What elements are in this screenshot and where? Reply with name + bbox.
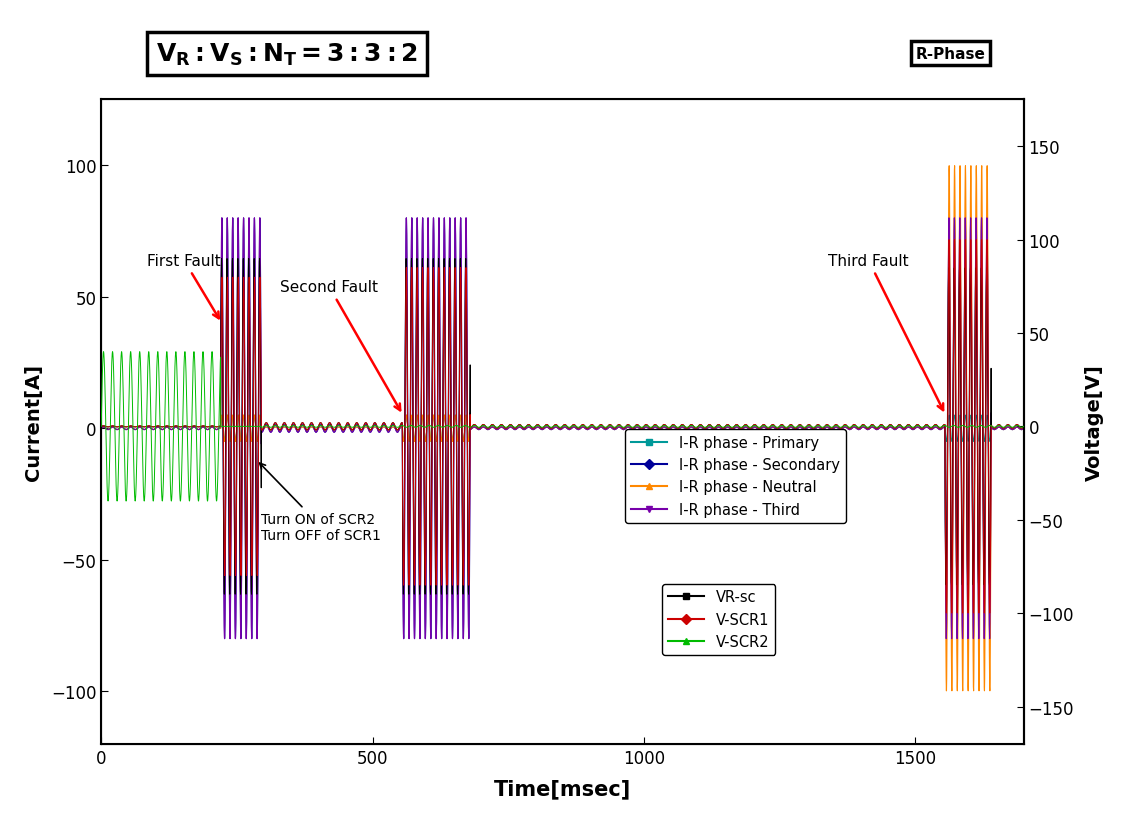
- Text: Third Fault: Third Fault: [828, 254, 943, 410]
- Y-axis label: Voltage[V]: Voltage[V]: [1086, 364, 1105, 481]
- Text: $\mathbf{V_R{:}V_S{:}N_T{=}3{:}3{:}2}$: $\mathbf{V_R{:}V_S{:}N_T{=}3{:}3{:}2}$: [155, 41, 418, 68]
- Text: First Fault: First Fault: [147, 254, 222, 319]
- Legend: VR-sc, V-SCR1, V-SCR2: VR-sc, V-SCR1, V-SCR2: [662, 584, 775, 655]
- Y-axis label: Current[A]: Current[A]: [24, 364, 43, 481]
- Text: Turn ON of SCR2
Turn OFF of SCR1: Turn ON of SCR2 Turn OFF of SCR1: [260, 464, 381, 542]
- X-axis label: Time[msec]: Time[msec]: [494, 778, 631, 798]
- Text: Second Fault: Second Fault: [280, 280, 400, 410]
- Text: R-Phase: R-Phase: [916, 47, 986, 62]
